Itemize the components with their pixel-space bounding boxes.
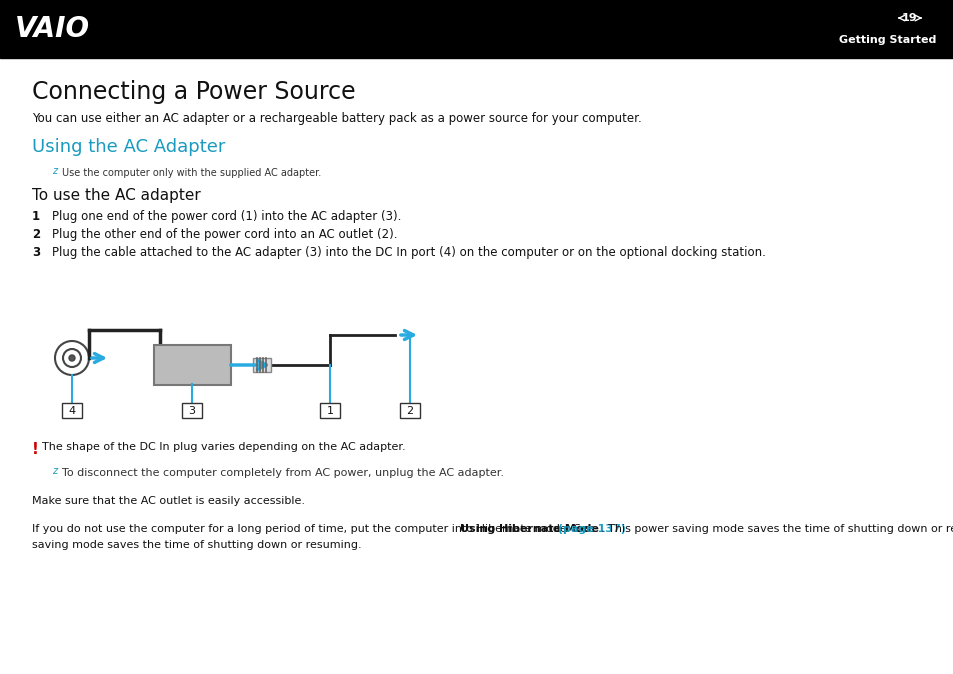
Text: To disconnect the computer completely from AC power, unplug the AC adapter.: To disconnect the computer completely fr…	[62, 468, 503, 478]
Text: The shape of the DC In plug varies depending on the AC adapter.: The shape of the DC In plug varies depen…	[42, 442, 405, 452]
Text: 1: 1	[326, 406, 334, 415]
Text: You can use either an AC adapter or a rechargeable battery pack as a power sourc: You can use either an AC adapter or a re…	[32, 112, 641, 125]
Circle shape	[69, 355, 75, 361]
Text: Using Hibernate Mode: Using Hibernate Mode	[459, 524, 598, 534]
Text: Connecting a Power Source: Connecting a Power Source	[32, 80, 355, 104]
Text: Plug one end of the power cord (1) into the AC adapter (3).: Plug one end of the power cord (1) into …	[52, 210, 401, 223]
Text: Using the AC Adapter: Using the AC Adapter	[32, 138, 225, 156]
Text: Make sure that the AC outlet is easily accessible.: Make sure that the AC outlet is easily a…	[32, 496, 305, 506]
Text: !: !	[32, 442, 39, 457]
Text: 4: 4	[69, 406, 75, 415]
Text: saving mode saves the time of shutting down or resuming.: saving mode saves the time of shutting d…	[32, 540, 361, 550]
Text: Plug the other end of the power cord into an AC outlet (2).: Plug the other end of the power cord int…	[52, 228, 397, 241]
Text: To use the AC adapter: To use the AC adapter	[32, 188, 200, 203]
Text: . This power saving mode saves the time of shutting down or resuming.: . This power saving mode saves the time …	[600, 524, 953, 534]
Text: 3: 3	[189, 406, 195, 415]
Text: z: z	[52, 166, 57, 176]
Text: 19: 19	[902, 13, 917, 23]
FancyBboxPatch shape	[153, 345, 231, 385]
FancyBboxPatch shape	[253, 358, 271, 372]
Text: If you do not use the computer for a long period of time, put the computer into : If you do not use the computer for a lon…	[32, 524, 598, 534]
Text: Getting Started: Getting Started	[838, 35, 935, 45]
FancyBboxPatch shape	[399, 403, 419, 418]
Text: z: z	[52, 466, 57, 476]
FancyBboxPatch shape	[319, 403, 339, 418]
Circle shape	[63, 349, 81, 367]
Text: 2: 2	[32, 228, 40, 241]
Text: 1: 1	[32, 210, 40, 223]
Text: Plug the cable attached to the AC adapter (3) into the DC In port (4) on the com: Plug the cable attached to the AC adapte…	[52, 246, 765, 259]
FancyBboxPatch shape	[62, 403, 82, 418]
Text: (page 137): (page 137)	[554, 524, 625, 534]
FancyBboxPatch shape	[182, 403, 202, 418]
Text: Use the computer only with the supplied AC adapter.: Use the computer only with the supplied …	[62, 168, 321, 178]
Text: VAIO: VAIO	[15, 15, 90, 43]
Circle shape	[55, 341, 89, 375]
Text: 3: 3	[32, 246, 40, 259]
Bar	[0, 0, 953, 58]
Text: 2: 2	[406, 406, 414, 415]
